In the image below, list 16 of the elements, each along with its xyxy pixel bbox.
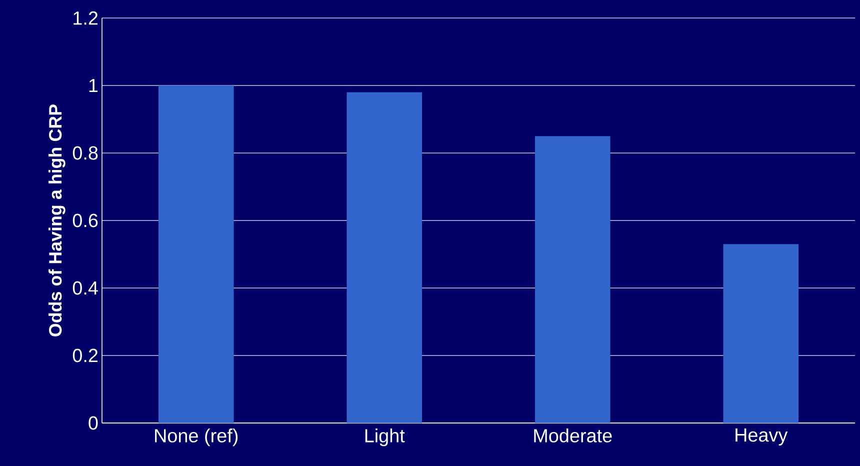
y-tick-label: 0.8 xyxy=(72,146,98,160)
y-tick-label: 0.2 xyxy=(72,348,98,362)
x-tick-label: None (ref) xyxy=(155,428,238,446)
bar xyxy=(158,85,234,423)
bar xyxy=(534,136,610,423)
y-tick-label: 0 xyxy=(88,416,98,430)
y-tick-label: 1.2 xyxy=(74,11,98,25)
y-axis-title: Odds of Having a high CRP xyxy=(48,104,66,336)
y-tick-label: 0.6 xyxy=(72,214,98,228)
bar xyxy=(723,244,799,423)
bar xyxy=(346,92,422,423)
y-tick-label: 1 xyxy=(89,78,98,92)
x-tick-label: Moderate xyxy=(534,428,612,442)
x-tick-label: Heavy xyxy=(736,428,788,446)
y-tick-label: 0.4 xyxy=(72,281,98,295)
x-tick-label: Light xyxy=(365,428,405,446)
